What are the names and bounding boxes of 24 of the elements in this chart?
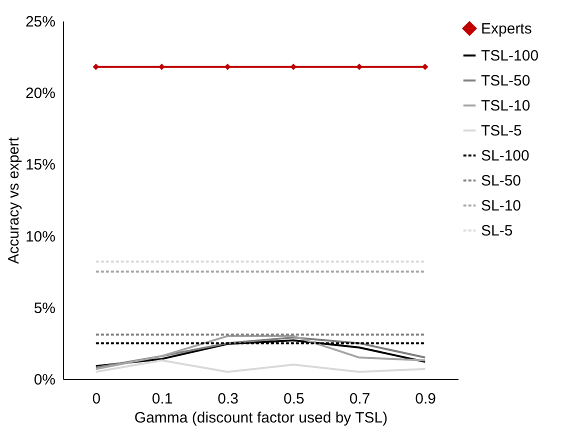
legend-label: TSL-5 [481,122,522,140]
y-tick-label: 0% [34,372,56,388]
y-tick-label: 15% [25,156,56,174]
legend-label: SL-50 [481,172,522,190]
legend-label: TSL-100 [481,48,539,64]
legend-label: SL-5 [481,222,513,240]
x-tick-label: 0.7 [349,390,370,408]
line-series [94,359,426,373]
legend-label: TSL-10 [481,98,530,114]
legend-label: TSL-50 [481,72,530,90]
x-axis-title: Gamma (discount factor used by TSL) [134,410,388,426]
y-tick-label: 5% [34,300,56,317]
legend-label: SL-100 [481,148,530,164]
x-tick-label: 0 [92,390,101,408]
x-tick-label: 0.9 [415,390,436,408]
y-tick-label: 20% [25,85,56,102]
legend-label: SL-10 [481,198,522,214]
y-tick-label: 10% [25,228,56,246]
x-tick-label: 0.5 [283,390,304,408]
x-tick-label: 0.1 [152,390,173,408]
y-tick-label: 25% [25,14,56,30]
legend-label: Experts [481,20,532,38]
y-axis-title: Accuracy vs expert [5,136,22,264]
x-tick-label: 0.3 [218,390,239,408]
